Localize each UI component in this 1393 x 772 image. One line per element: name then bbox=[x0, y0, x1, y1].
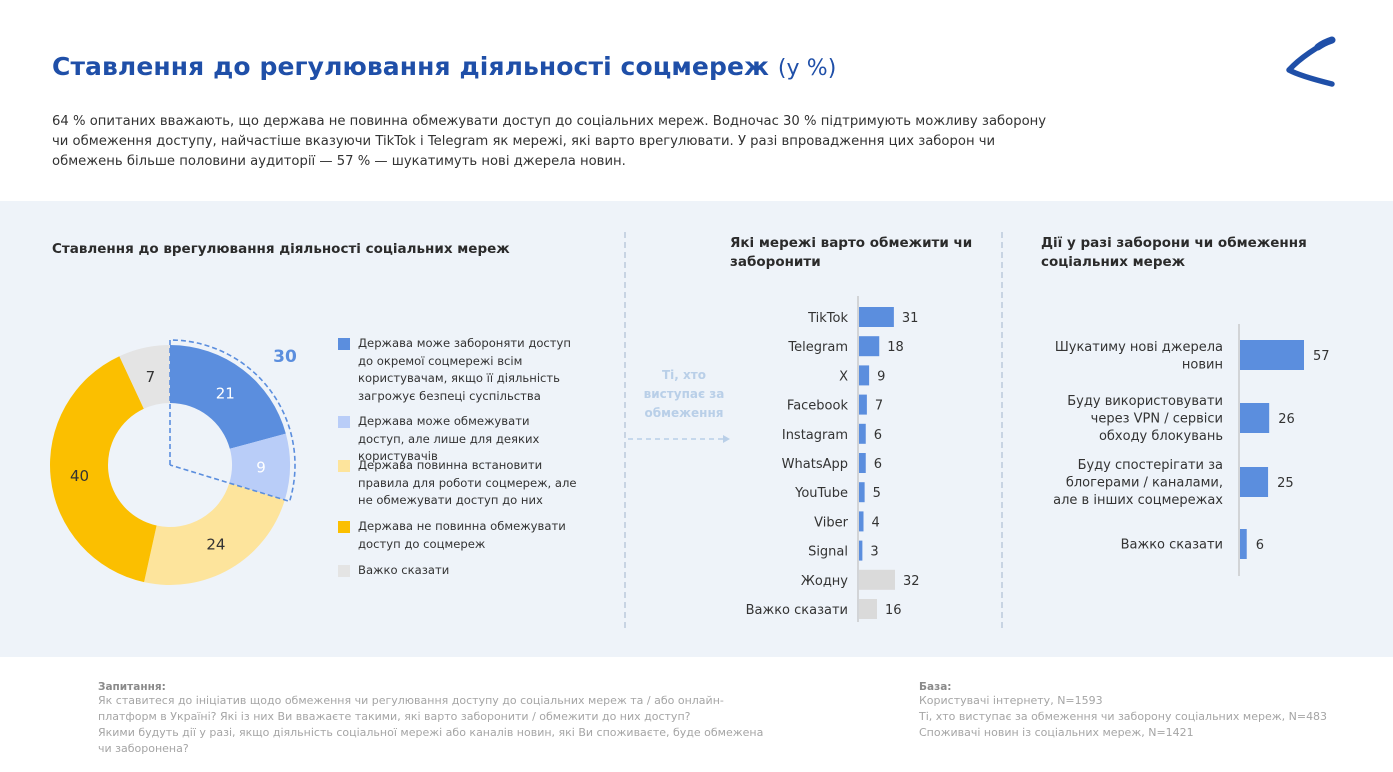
legend-item-set-rules: Держава повинна встановити правила для р… bbox=[338, 457, 578, 510]
networks-category-label: Instagram bbox=[782, 428, 848, 443]
donut-slice bbox=[170, 345, 286, 449]
legend-label: Держава може забороняти доступ до окремо… bbox=[358, 336, 571, 403]
legend-label: Держава не повинна обмежувати доступ до … bbox=[358, 519, 566, 551]
donut-chart-title: Ставлення до врегулювання діяльності соц… bbox=[52, 241, 510, 257]
networks-category-label: Signal bbox=[808, 545, 848, 560]
legend-label: Важко сказати bbox=[358, 563, 450, 577]
networks-value-label: 6 bbox=[874, 457, 882, 472]
networks-value-label: 9 bbox=[877, 369, 885, 384]
actions-value-label: 26 bbox=[1278, 412, 1295, 427]
base-line: Ті, хто виступає за обмеження чи заборон… bbox=[919, 710, 1328, 723]
actions-category-label: Буду спостерігати за блогерами / каналами… bbox=[1053, 458, 1223, 508]
donut-slice bbox=[144, 483, 285, 585]
base-heading: База: bbox=[919, 681, 952, 693]
question-line: Як ставитеся до ініціатив щодо обмеження… bbox=[98, 694, 724, 707]
actions-bar bbox=[1240, 403, 1270, 433]
donut-value-label: 24 bbox=[206, 536, 225, 554]
legend-item-hard-to-say: Важко сказати bbox=[338, 562, 578, 580]
legend-swatch bbox=[338, 338, 350, 350]
actions-category-label: Шукатиму нові джерела новин bbox=[1055, 340, 1223, 373]
networks-bar bbox=[859, 336, 880, 357]
networks-value-label: 32 bbox=[903, 574, 920, 589]
actions-bar bbox=[1240, 340, 1304, 370]
actions-bar bbox=[1240, 467, 1269, 497]
attitude-donut-chart: 21 9 24 40 7 30 bbox=[50, 339, 297, 585]
legend-item-restrict-some: Держава може обмежувати доступ, але лише… bbox=[338, 413, 578, 466]
networks-category-label: Telegram bbox=[787, 340, 848, 355]
actions-chart-title: Дії у разі заборони чи обмеження соціаль… bbox=[1041, 235, 1307, 270]
donut-value-label: 40 bbox=[70, 467, 89, 485]
networks-category-label: Важко сказати bbox=[746, 603, 848, 618]
donut-slice bbox=[119, 345, 170, 409]
networks-category-label: Facebook bbox=[787, 399, 849, 414]
legend-swatch bbox=[338, 565, 350, 577]
donut-highlight-total: 30 bbox=[273, 347, 297, 367]
networks-category-label: X bbox=[839, 369, 848, 384]
section-divider-right bbox=[1001, 232, 1003, 628]
networks-category-label: Жодну bbox=[801, 574, 848, 589]
networks-value-label: 5 bbox=[873, 486, 881, 501]
actions-value-label: 6 bbox=[1256, 538, 1264, 553]
legend-swatch bbox=[338, 416, 350, 428]
page-title: Ставлення до регулювання діяльності соцм… bbox=[52, 52, 836, 81]
networks-category-label: Viber bbox=[814, 515, 848, 530]
page-title-text: Ставлення до регулювання діяльності соцм… bbox=[52, 52, 769, 81]
networks-value-label: 16 bbox=[885, 603, 902, 618]
networks-bar-chart: TikTok 31 Telegram 18 X 9 Facebook 7 Instagram 6 W… bbox=[746, 296, 920, 622]
question-line: Якими будуть дії у разі, якщо діяльність… bbox=[98, 726, 764, 739]
section-divider-left bbox=[624, 232, 626, 628]
donut-slice bbox=[50, 356, 157, 583]
legend-item-no-restriction: Держава не повинна обмежувати доступ до … bbox=[338, 518, 578, 553]
actions-value-label: 57 bbox=[1313, 349, 1330, 364]
networks-bar bbox=[859, 511, 864, 532]
networks-value-label: 6 bbox=[874, 428, 882, 443]
actions-category-label: Важко сказати bbox=[1121, 538, 1223, 553]
networks-bar bbox=[859, 599, 877, 619]
legend-swatch bbox=[338, 521, 350, 533]
question-heading: Запитання: bbox=[98, 681, 166, 693]
actions-value-label: 25 bbox=[1277, 476, 1294, 491]
networks-value-label: 31 bbox=[902, 311, 919, 326]
networks-category-label: WhatsApp bbox=[782, 457, 848, 472]
networks-bar bbox=[859, 482, 865, 503]
networks-value-label: 7 bbox=[875, 399, 883, 414]
page-title-unit: (у %) bbox=[777, 56, 837, 81]
question-line: платформ в Україні? Які із них Ви вважає… bbox=[98, 710, 691, 723]
base-line: Користувачі інтернету, N=1593 bbox=[919, 694, 1103, 707]
networks-bar bbox=[859, 394, 867, 415]
networks-bar bbox=[859, 307, 894, 327]
question-line: чи заборонена? bbox=[98, 742, 189, 755]
donut-highlight-outline bbox=[169, 339, 296, 503]
base-line: Споживачі новин із соціальних мереж, N=1… bbox=[919, 726, 1194, 739]
side-note: Ті, хто виступає за обмеження bbox=[643, 368, 725, 420]
dashed-arrow-icon bbox=[628, 435, 730, 443]
donut-value-label: 7 bbox=[146, 368, 156, 386]
donut-slice bbox=[229, 433, 290, 500]
networks-bar bbox=[859, 453, 866, 473]
legend-item-ban-all: Держава може забороняти доступ до окремо… bbox=[338, 335, 578, 405]
networks-category-label: YouTube bbox=[794, 486, 848, 501]
footer-question-block: Запитання: Як ставитеся до ініціатив щод… bbox=[98, 681, 818, 757]
donut-value-label: 9 bbox=[256, 458, 266, 476]
networks-bar bbox=[859, 423, 866, 444]
networks-bar bbox=[859, 540, 863, 561]
legend-swatch bbox=[338, 460, 350, 472]
networks-chart-title: Які мережі варто обмежити чи заборонити bbox=[730, 235, 973, 270]
networks-value-label: 18 bbox=[887, 340, 904, 355]
networks-bar bbox=[859, 365, 870, 386]
donut-value-label: 21 bbox=[216, 385, 235, 403]
footer-base-block: База: Користувачі інтернету, N=1593 Ті, … bbox=[919, 681, 1359, 741]
actions-bar-chart: Шукатиму нові джерела новин 57 Буду викорис… bbox=[1053, 324, 1330, 576]
legend-label: Держава може обмежувати доступ, але лише… bbox=[358, 414, 540, 463]
chevron-swoosh-logo bbox=[1286, 36, 1336, 87]
legend-label: Держава повинна встановити правила для р… bbox=[358, 458, 577, 507]
intro-paragraph: 64 % опитаних вважають, що держава не по… bbox=[52, 114, 1047, 169]
networks-category-label: TikTok bbox=[807, 311, 848, 326]
networks-value-label: 3 bbox=[870, 545, 878, 560]
networks-value-label: 4 bbox=[872, 515, 880, 530]
networks-bar bbox=[859, 569, 895, 590]
actions-category-label: Буду використовувати через VPN / сервіси о… bbox=[1067, 394, 1223, 444]
actions-bar bbox=[1240, 529, 1247, 559]
footer bbox=[0, 657, 1393, 772]
